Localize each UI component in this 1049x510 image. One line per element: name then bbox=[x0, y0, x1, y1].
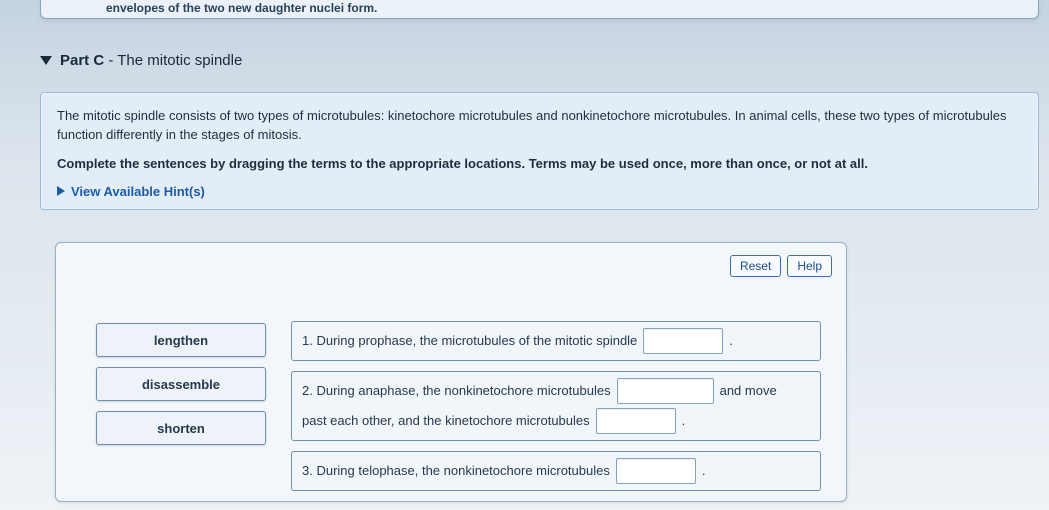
sentence-1: 1. During prophase, the microtubules of … bbox=[291, 321, 821, 361]
previous-part-fragment: envelopes of the two new daughter nuclei… bbox=[40, 0, 1039, 19]
term-disassemble[interactable]: disassemble bbox=[96, 367, 266, 401]
sentence-tail: . bbox=[702, 460, 706, 482]
drop-slot-2a[interactable] bbox=[617, 378, 714, 404]
instruction-panel: The mitotic spindle consists of two type… bbox=[40, 92, 1039, 210]
sentence-tail: . bbox=[729, 330, 733, 352]
sentence-text: 2. During anaphase, the nonkinetochore m… bbox=[302, 380, 611, 402]
chevron-right-icon bbox=[57, 186, 65, 196]
part-subtitle: The mitotic spindle bbox=[117, 52, 242, 69]
drop-slot-1[interactable] bbox=[643, 328, 723, 354]
term-lengthen[interactable]: lengthen bbox=[96, 323, 266, 357]
collapse-icon[interactable] bbox=[40, 56, 52, 65]
sentence-2: 2. During anaphase, the nonkinetochore m… bbox=[291, 371, 821, 441]
term-shorten[interactable]: shorten bbox=[96, 411, 266, 445]
reset-button[interactable]: Reset bbox=[730, 255, 781, 277]
sentence-tail: . bbox=[682, 410, 686, 432]
term-label: disassemble bbox=[142, 377, 220, 392]
work-area-toolbar: Reset Help bbox=[730, 255, 832, 277]
term-bank: lengthen disassemble shorten bbox=[96, 323, 266, 445]
drop-slot-2b[interactable] bbox=[596, 408, 676, 434]
instruction-text-1: The mitotic spindle consists of two type… bbox=[57, 107, 1022, 145]
sentence-text: 3. During telophase, the nonkinetochore … bbox=[302, 460, 610, 482]
term-label: shorten bbox=[157, 421, 205, 436]
sentence-3: 3. During telophase, the nonkinetochore … bbox=[291, 451, 821, 491]
sentence-text: past each other, and the kinetochore mic… bbox=[302, 410, 590, 432]
part-label: Part C bbox=[60, 52, 104, 69]
sentence-text: and move bbox=[720, 380, 777, 402]
part-header: Part C - The mitotic spindle bbox=[40, 52, 1039, 69]
sentence-text: 1. During prophase, the microtubules of … bbox=[302, 330, 637, 352]
term-label: lengthen bbox=[154, 333, 208, 348]
drop-slot-3[interactable] bbox=[616, 458, 696, 484]
drag-drop-work-area: Reset Help lengthen disassemble shorten … bbox=[55, 242, 847, 502]
page-root: envelopes of the two new daughter nuclei… bbox=[0, 0, 1049, 510]
instruction-text-2: Complete the sentences by dragging the t… bbox=[57, 155, 1022, 174]
sentence-targets: 1. During prophase, the microtubules of … bbox=[291, 321, 821, 491]
fragment-text: envelopes of the two new daughter nuclei… bbox=[106, 1, 377, 15]
hints-label: View Available Hint(s) bbox=[71, 184, 205, 199]
part-separator: - bbox=[104, 52, 117, 69]
help-button[interactable]: Help bbox=[787, 255, 832, 277]
part-title: Part C - The mitotic spindle bbox=[60, 52, 242, 69]
view-hints-button[interactable]: View Available Hint(s) bbox=[57, 184, 1022, 199]
